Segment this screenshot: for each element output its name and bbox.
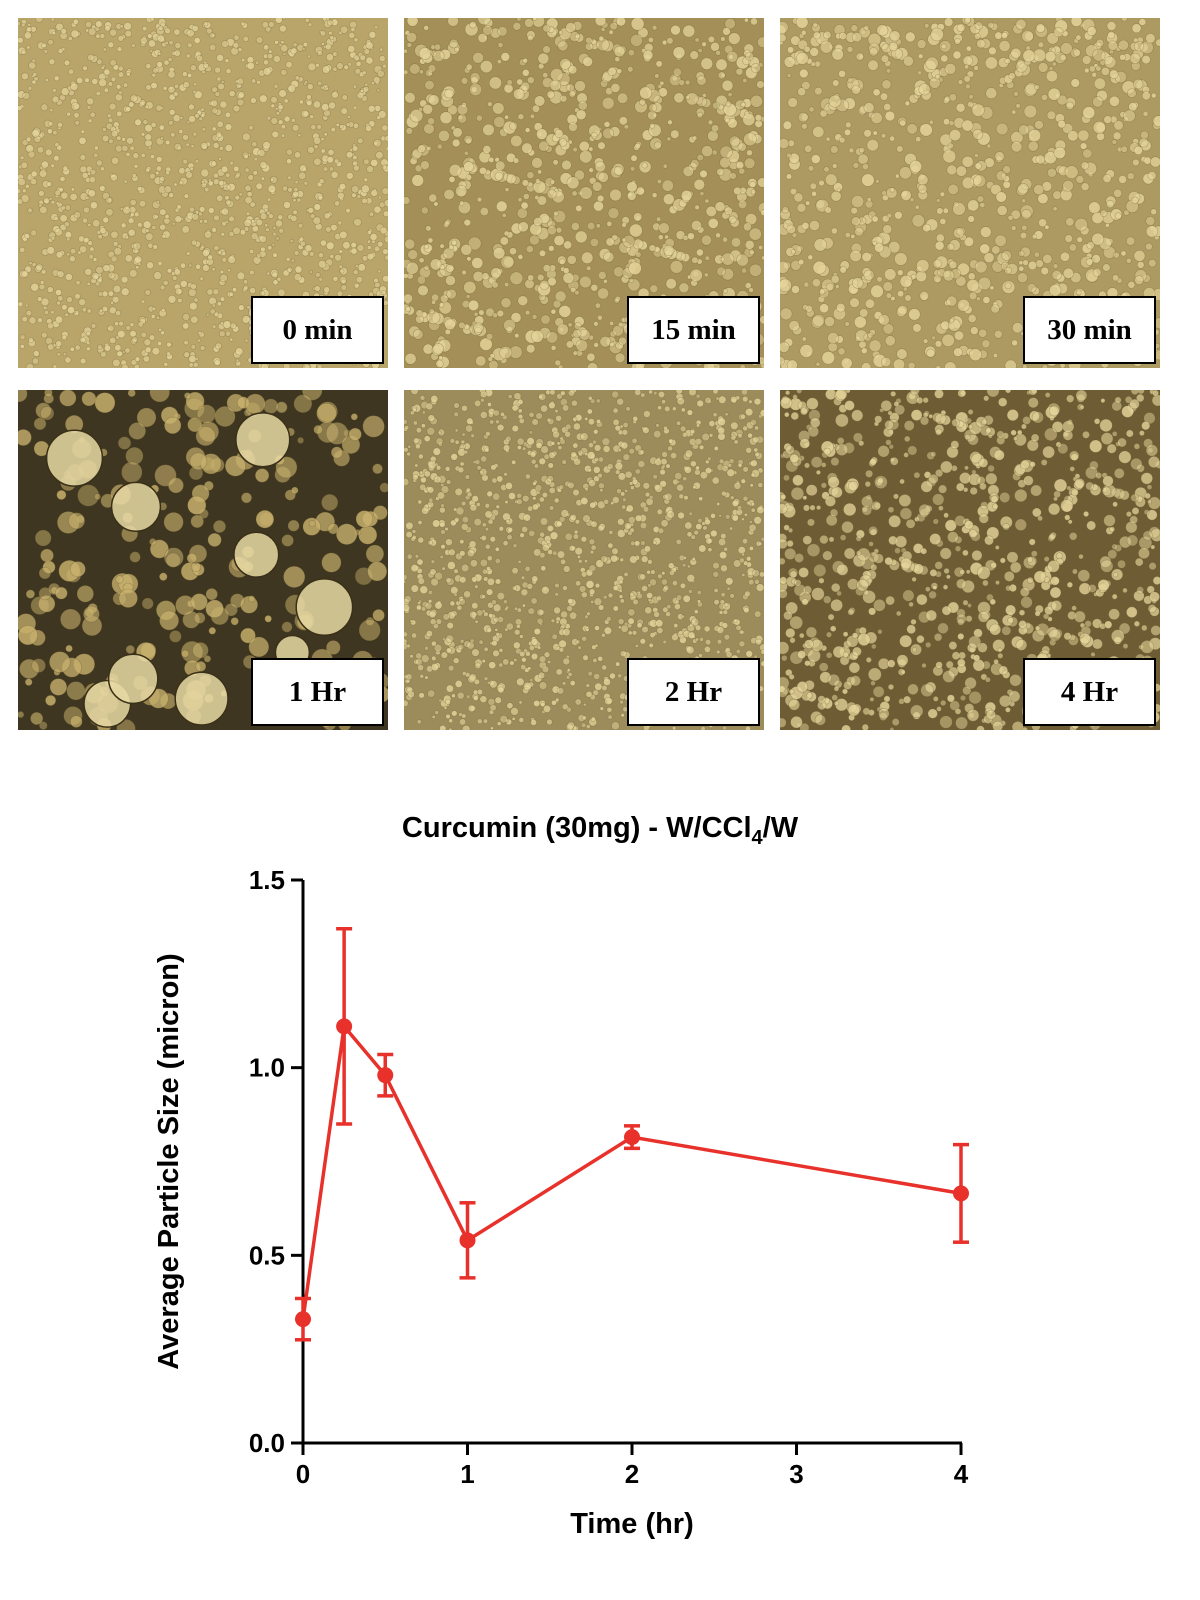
data-point — [953, 1185, 969, 1202]
y-tick-label: 1.0 — [249, 1053, 285, 1083]
micrograph-0min: 0 min — [18, 18, 388, 368]
series-line — [301, 1022, 962, 1320]
x-tick-label: 1 — [460, 1459, 474, 1489]
micrograph-image — [404, 18, 764, 368]
y-tick-label: 0.5 — [249, 1240, 285, 1270]
time-label: 0 min — [251, 296, 384, 364]
micrograph-4hr: 4 Hr — [780, 390, 1160, 730]
x-tick-label: 4 — [954, 1459, 969, 1489]
x-tick-label: 2 — [625, 1459, 639, 1489]
micrograph-image — [18, 18, 388, 368]
chart-title: Curcumin (30mg) - W/CCl4/W — [0, 812, 1200, 850]
x-tick-label: 3 — [789, 1459, 803, 1489]
data-point — [336, 1018, 353, 1035]
data-point — [459, 1232, 476, 1249]
time-label: 15 min — [627, 296, 760, 364]
y-tick-label: 0.0 — [249, 1428, 285, 1458]
x-axis-label: Time (hr) — [570, 1508, 694, 1540]
micrograph-2hr: 2 Hr — [404, 390, 764, 730]
micrograph-15min: 15 min — [404, 18, 764, 368]
y-axis-label: Average Particle Size (micron) — [153, 953, 185, 1369]
chart-title-end: /W — [762, 812, 799, 844]
chart-title-main: Curcumin (30mg) - W/CCl — [401, 812, 752, 844]
time-label: 30 min — [1023, 296, 1156, 364]
time-label: 2 Hr — [627, 658, 760, 726]
micrograph-image — [18, 390, 388, 730]
time-label: 4 Hr — [1023, 658, 1156, 726]
y-tick-label: 1.5 — [249, 865, 285, 895]
particle-size-chart: 0.0 0.5 1.0 1.5 0 1 2 3 4 Time (hr) Average Partic… — [153, 865, 969, 1540]
time-label: 1 Hr — [251, 658, 384, 726]
x-tick-label: 0 — [296, 1459, 310, 1489]
micrograph-1hr: 1 Hr — [18, 390, 388, 730]
data-point — [624, 1129, 640, 1146]
data-point — [377, 1067, 394, 1084]
micrograph-30min: 30 min — [780, 18, 1160, 368]
data-point — [295, 1311, 311, 1328]
chart-title-subscript: 4 — [751, 826, 763, 849]
